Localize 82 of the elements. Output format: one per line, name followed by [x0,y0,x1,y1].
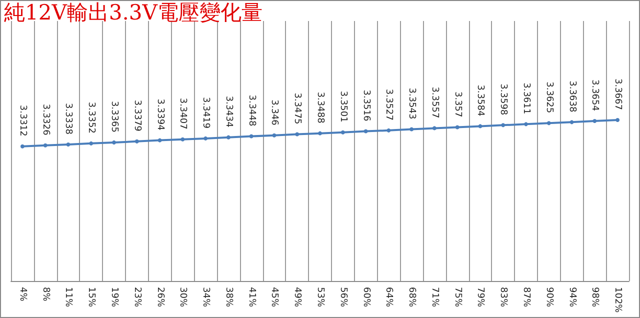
x-tick-label: 23% [132,287,142,308]
data-label: 3.3434 [223,96,234,128]
data-label: 3.3654 [590,79,600,112]
data-label: 3.3557 [429,86,440,118]
data-label: 3.3338 [63,102,74,135]
point [43,143,48,148]
x-tick-label: 53% [315,287,325,308]
x-tick-label: 87% [521,287,531,308]
point [386,128,391,132]
x-tick-label: 26% [154,287,165,308]
point [66,142,70,146]
data-label: 3.3448 [246,94,256,127]
data-label: 3.3488 [315,92,325,124]
data-label: 3.3625 [544,82,554,114]
point [340,130,345,134]
point [432,126,436,130]
point [318,131,322,136]
x-tick-label: 30% [178,287,188,308]
point [112,140,116,144]
data-label: 3.3419 [200,96,211,129]
data-label: 3.3475 [292,92,302,124]
data-label: 3.3501 [338,90,348,122]
x-tick-label: 45% [269,287,280,308]
point [226,135,230,140]
point [364,129,368,134]
x-tick-label: 8% [40,287,50,302]
x-tick-label: 56% [338,287,348,308]
chart-title: 純12V輸出3.3V電壓變化量 [4,0,262,24]
x-tick-label: 4% [17,287,28,302]
data-label: 3.3407 [178,98,188,130]
data-label: 3.3611 [521,82,531,114]
point [478,124,482,128]
data-label: 3.3527 [384,88,394,120]
point [134,139,139,144]
point [501,123,506,128]
x-tick-label: 60% [360,287,371,308]
data-label: 3.3326 [40,104,50,136]
x-tick-label: 49% [292,287,302,308]
x-tick-label: 19% [109,287,119,308]
data-label: 3.357 [452,91,462,118]
data-label: 3.3584 [475,84,486,116]
x-tick-label: 11% [63,287,74,308]
x-tick-label: 34% [200,287,211,308]
x-tick-label: 79% [475,287,486,308]
point [158,138,162,142]
point [249,134,254,138]
point [89,141,94,146]
point [204,136,208,140]
x-tick-label: 41% [246,287,256,308]
data-label: 3.3379 [132,100,142,132]
x-tick-label: 75% [452,287,462,308]
x-tick-label: 68% [406,287,417,308]
x-tick-label: 94% [566,287,577,308]
point [524,122,528,126]
x-tick-label: 15% [86,287,96,308]
data-label: 3.3638 [566,80,577,112]
x-tick-label: 38% [223,287,234,308]
data-label: 3.3543 [406,88,417,120]
data-label: 3.3394 [154,98,165,131]
point [455,125,460,130]
point [592,118,597,123]
data-label: 3.3667 [612,78,623,110]
x-tick-label: 83% [498,287,508,308]
data-label: 3.3312 [17,104,28,136]
x-tick-label: 90% [544,287,554,308]
point [546,121,551,126]
data-label: 3.3365 [109,100,119,132]
x-tick-label: 102% [612,287,623,314]
point [180,137,185,142]
point [295,132,300,136]
point [272,133,276,138]
data-label: 3.3598 [498,84,508,116]
point [410,127,414,132]
data-label: 3.3516 [360,90,371,122]
data-label: 3.346 [269,100,280,126]
x-tick-label: 71% [429,287,440,308]
point [20,144,24,148]
point [570,120,574,124]
point [616,118,620,122]
data-label: 3.3352 [86,102,96,134]
x-tick-label: 64% [384,287,394,308]
x-tick-label: 98% [590,287,600,308]
